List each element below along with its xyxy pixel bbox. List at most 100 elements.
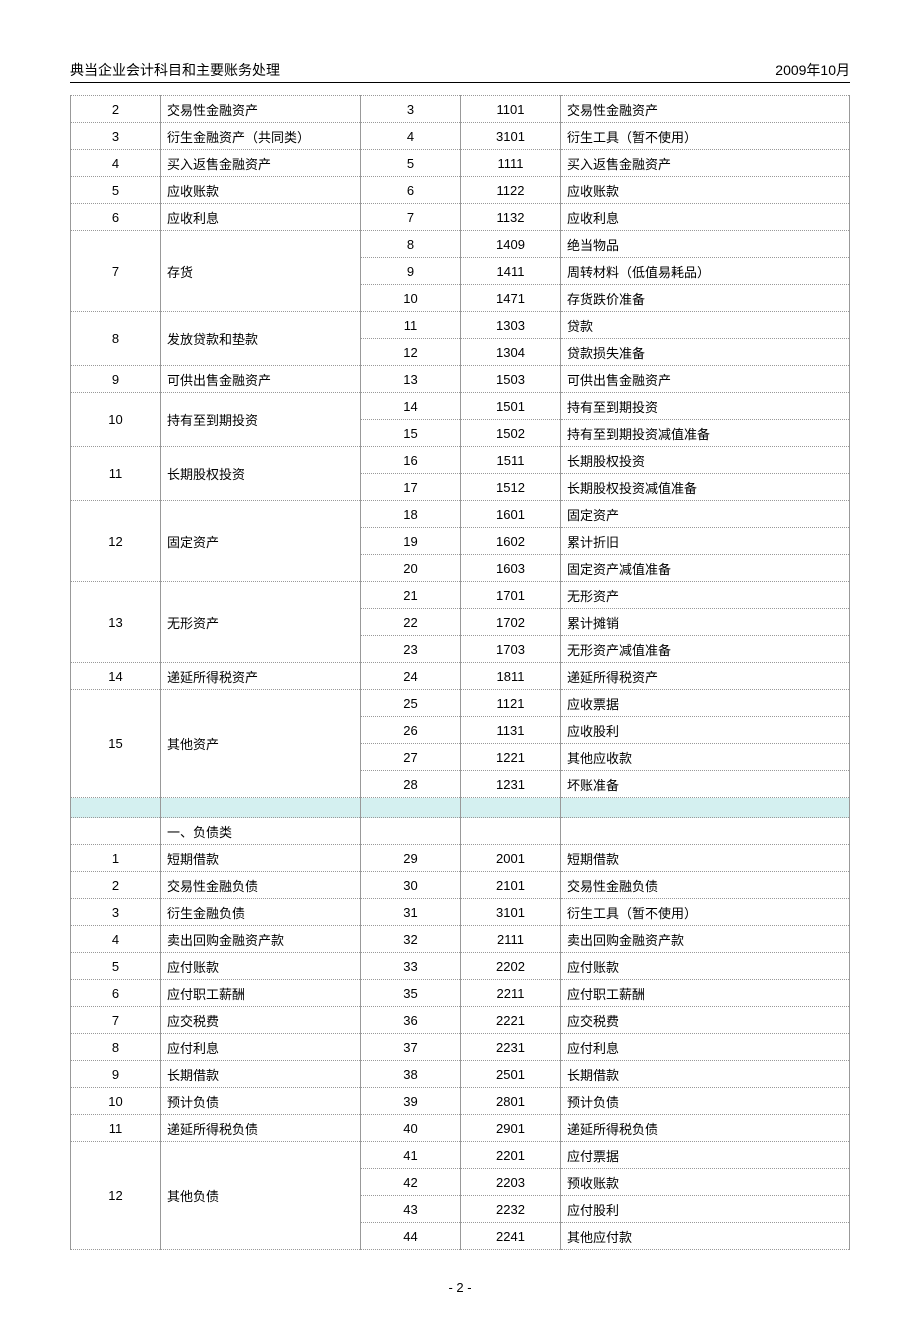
- col-seq: 22: [361, 609, 461, 636]
- header-date: 2009年10月: [775, 60, 850, 80]
- col-seq: 41: [361, 1142, 461, 1169]
- col-code: 1703: [461, 636, 561, 663]
- col-index: 9: [71, 1061, 161, 1088]
- col-index: 1: [71, 845, 161, 872]
- page-header: 典当企业会计科目和主要账务处理 2009年10月: [70, 60, 850, 83]
- col-account-name: 交易性金融资产: [561, 96, 850, 123]
- col-category: 衍生金融负债: [161, 899, 361, 926]
- col-seq: 8: [361, 231, 461, 258]
- col-seq: 4: [361, 123, 461, 150]
- separator-cell: [361, 798, 461, 818]
- col-code: 1702: [461, 609, 561, 636]
- page-number: - 2 -: [448, 1280, 471, 1295]
- col-account-name: 应付职工薪酬: [561, 980, 850, 1007]
- col-code: 1502: [461, 420, 561, 447]
- col-category: 长期借款: [161, 1061, 361, 1088]
- col-category: 一、负债类: [161, 818, 361, 845]
- col-seq: 35: [361, 980, 461, 1007]
- col-index: [71, 818, 161, 845]
- col-seq: 29: [361, 845, 461, 872]
- col-code: 1132: [461, 204, 561, 231]
- col-index: 6: [71, 204, 161, 231]
- table-row: 12其他负债412201应付票据: [71, 1142, 850, 1169]
- col-seq: 10: [361, 285, 461, 312]
- col-seq: 16: [361, 447, 461, 474]
- col-code: 3101: [461, 123, 561, 150]
- col-account-name: 长期股权投资: [561, 447, 850, 474]
- col-seq: 20: [361, 555, 461, 582]
- col-code: 1221: [461, 744, 561, 771]
- col-code: 1811: [461, 663, 561, 690]
- table-row: 9长期借款382501长期借款: [71, 1061, 850, 1088]
- col-account-name: 买入返售金融资产: [561, 150, 850, 177]
- col-account-name: 应付利息: [561, 1034, 850, 1061]
- table-row: 12固定资产181601固定资产: [71, 501, 850, 528]
- col-index: 3: [71, 899, 161, 926]
- col-seq: 6: [361, 177, 461, 204]
- col-seq: 30: [361, 872, 461, 899]
- col-seq: 13: [361, 366, 461, 393]
- col-code: 2203: [461, 1169, 561, 1196]
- col-code: 2231: [461, 1034, 561, 1061]
- table-row: 4卖出回购金融资产款322111卖出回购金融资产款: [71, 926, 850, 953]
- col-seq: 32: [361, 926, 461, 953]
- col-account-name: 其他应付款: [561, 1223, 850, 1250]
- col-account-name: 长期股权投资减值准备: [561, 474, 850, 501]
- accounts-table: 2交易性金融资产31101交易性金融资产3衍生金融资产（共同类）43101衍生工…: [70, 95, 850, 1250]
- col-seq: 17: [361, 474, 461, 501]
- col-index: 12: [71, 1142, 161, 1250]
- col-category: 应付职工薪酬: [161, 980, 361, 1007]
- table-row: 10预计负债392801预计负债: [71, 1088, 850, 1115]
- col-seq: 42: [361, 1169, 461, 1196]
- col-code: [461, 818, 561, 845]
- col-code: 2101: [461, 872, 561, 899]
- col-code: 1121: [461, 690, 561, 717]
- col-account-name: 贷款损失准备: [561, 339, 850, 366]
- col-seq: 18: [361, 501, 461, 528]
- col-code: 1304: [461, 339, 561, 366]
- col-code: 1111: [461, 150, 561, 177]
- table-row: 3衍生金融负债313101衍生工具（暂不使用）: [71, 899, 850, 926]
- table-row: 7应交税费362221应交税费: [71, 1007, 850, 1034]
- col-code: 1602: [461, 528, 561, 555]
- col-code: 2211: [461, 980, 561, 1007]
- table-row: 7存货81409绝当物品: [71, 231, 850, 258]
- col-seq: 40: [361, 1115, 461, 1142]
- col-account-name: 衍生工具（暂不使用）: [561, 899, 850, 926]
- col-seq: 37: [361, 1034, 461, 1061]
- col-seq: 21: [361, 582, 461, 609]
- col-category: 短期借款: [161, 845, 361, 872]
- col-code: 1303: [461, 312, 561, 339]
- col-account-name: 应收账款: [561, 177, 850, 204]
- col-index: 15: [71, 690, 161, 798]
- col-account-name: 应收利息: [561, 204, 850, 231]
- col-account-name: 短期借款: [561, 845, 850, 872]
- col-category: 买入返售金融资产: [161, 150, 361, 177]
- col-account-name: 交易性金融负债: [561, 872, 850, 899]
- col-code: 1512: [461, 474, 561, 501]
- separator-cell: [161, 798, 361, 818]
- col-code: 1411: [461, 258, 561, 285]
- col-account-name: 卖出回购金融资产款: [561, 926, 850, 953]
- col-category: 持有至到期投资: [161, 393, 361, 447]
- separator-cell: [461, 798, 561, 818]
- col-account-name: 长期借款: [561, 1061, 850, 1088]
- col-index: 2: [71, 872, 161, 899]
- col-index: 10: [71, 1088, 161, 1115]
- col-account-name: 绝当物品: [561, 231, 850, 258]
- col-category: 交易性金融负债: [161, 872, 361, 899]
- table-row: 11长期股权投资161511长期股权投资: [71, 447, 850, 474]
- col-seq: [361, 818, 461, 845]
- col-category: 其他资产: [161, 690, 361, 798]
- table-row: 3衍生金融资产（共同类）43101衍生工具（暂不使用）: [71, 123, 850, 150]
- page-footer: - 2 -: [70, 1280, 850, 1295]
- col-code: 1601: [461, 501, 561, 528]
- table-row: 8发放贷款和垫款111303贷款: [71, 312, 850, 339]
- col-account-name: 存货跌价准备: [561, 285, 850, 312]
- col-account-name: 应付账款: [561, 953, 850, 980]
- col-code: 1131: [461, 717, 561, 744]
- col-category: 固定资产: [161, 501, 361, 582]
- col-seq: 33: [361, 953, 461, 980]
- col-code: 3101: [461, 899, 561, 926]
- table-row: 4买入返售金融资产51111买入返售金融资产: [71, 150, 850, 177]
